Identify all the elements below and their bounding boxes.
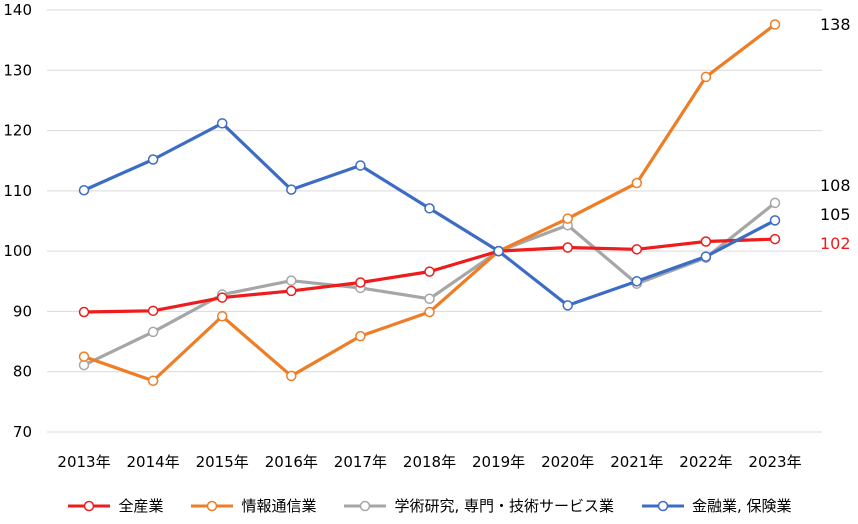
x-tick-label: 2017年 [334, 453, 387, 471]
data-point [631, 244, 643, 255]
data-point [355, 330, 366, 342]
data-point [216, 311, 228, 322]
legend-item: 金融業, 保険業 [640, 495, 792, 516]
data-point [562, 213, 573, 224]
legend-marker [657, 500, 669, 511]
y-tick-label: 100 [3, 242, 32, 260]
data-point [355, 277, 366, 288]
x-tick-label: 2016年 [265, 453, 318, 471]
chart-legend: 全産業 情報通信業 学術研究, 専門・技術サービス業 金融業, 保険業 [0, 495, 858, 516]
data-point [286, 184, 297, 195]
series-line-1 [83, 23, 776, 383]
data-point [286, 370, 297, 382]
x-tick-label: 2022年 [679, 453, 732, 471]
data-point [355, 160, 366, 171]
x-tick-label: 2014年 [127, 453, 180, 471]
legend-marker [84, 500, 95, 511]
data-point [147, 326, 159, 338]
data-point [769, 19, 781, 30]
legend-label: 学術研究, 専門・技術サービス業 [394, 497, 615, 515]
legend-label: 金融業, 保険業 [692, 497, 792, 515]
data-point [493, 245, 504, 257]
y-tick-label: 140 [3, 1, 32, 19]
data-point [562, 242, 573, 253]
legend-marker [207, 500, 218, 511]
data-point [78, 351, 90, 362]
data-point [78, 185, 90, 196]
x-tick-label: 2023年 [748, 453, 801, 471]
legend-label: 全産業 [118, 497, 164, 515]
y-tick-label: 130 [3, 61, 32, 79]
data-point [424, 293, 435, 305]
data-point [769, 197, 781, 209]
data-point [286, 275, 297, 286]
data-point [700, 236, 712, 247]
legend-item: 全産業 [66, 495, 163, 516]
data-point [424, 203, 435, 214]
data-point [769, 215, 781, 226]
legend-swatch [642, 500, 685, 511]
data-point [216, 118, 228, 129]
data-point [424, 266, 435, 277]
x-tick-label: 2021年 [610, 453, 663, 471]
data-point [78, 359, 90, 371]
data-point [700, 71, 712, 83]
series-end-label: 105 [820, 205, 851, 224]
legend-marker [360, 500, 371, 511]
y-tick-label: 110 [3, 182, 32, 200]
data-point [631, 177, 643, 189]
data-point [216, 292, 228, 303]
y-tick-label: 90 [13, 302, 32, 320]
data-point [700, 251, 712, 262]
x-tick-label: 2019年 [472, 453, 525, 471]
data-point [424, 306, 435, 318]
legend-swatch [344, 500, 387, 511]
x-tick-label: 2018年 [403, 453, 456, 471]
data-point [147, 154, 159, 165]
series-end-label: 108 [820, 176, 851, 195]
series-end-label: 102 [820, 234, 851, 253]
series-line-3 [83, 121, 776, 307]
legend-swatch [191, 500, 234, 511]
legend-swatch [68, 500, 111, 511]
x-tick-label: 2015年 [196, 453, 249, 471]
series-end-label: 138 [820, 15, 851, 34]
line-chart-plot: 70 80 90 100 110 120 130 140 2013年 2014年 2015年 2016… [3, 1, 851, 471]
series-line-2 [83, 201, 776, 367]
data-point [631, 276, 643, 287]
x-tick-label: 2013年 [57, 453, 110, 471]
data-point [78, 306, 90, 318]
y-tick-label: 70 [13, 423, 32, 441]
legend-item: 学術研究, 専門・技術サービス業 [342, 495, 614, 516]
data-point [147, 375, 159, 387]
data-point [562, 300, 573, 311]
legend-item: 情報通信業 [189, 495, 316, 516]
y-tick-label: 120 [3, 122, 32, 140]
y-tick-label: 80 [13, 363, 32, 381]
data-point [147, 305, 159, 317]
data-point [769, 233, 781, 245]
legend-label: 情報通信業 [241, 497, 317, 515]
x-tick-label: 2020年 [541, 453, 594, 471]
data-point [286, 285, 297, 297]
